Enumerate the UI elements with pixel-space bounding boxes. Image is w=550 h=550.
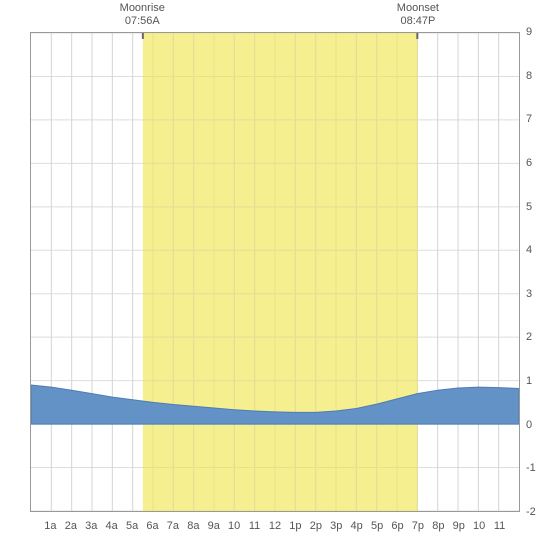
x-tick-label: 2a	[65, 520, 77, 532]
x-tick-label: 2p	[310, 520, 322, 532]
x-tick-label: 4p	[351, 520, 363, 532]
x-tick-label: 6a	[146, 520, 158, 532]
x-tick-label: 10	[473, 520, 485, 532]
x-tick-label: 3p	[330, 520, 342, 532]
moonrise-title: Moonrise	[112, 2, 172, 15]
moonrise-time: 07:56A	[112, 15, 172, 28]
x-tick-label: 1a	[44, 520, 56, 532]
x-tick-label: 5p	[371, 520, 383, 532]
x-tick-label: 6p	[391, 520, 403, 532]
chart-plot-area	[30, 32, 520, 512]
y-tick-label: 7	[526, 113, 532, 125]
y-tick-label: 1	[526, 375, 532, 387]
x-tick-label: 3a	[85, 520, 97, 532]
x-tick-label: 12	[269, 520, 281, 532]
x-tick-label: 9p	[453, 520, 465, 532]
moonrise-header: Moonrise 07:56A	[112, 2, 172, 28]
moonset-title: Moonset	[388, 2, 448, 15]
y-tick-label: 2	[526, 331, 532, 343]
x-tick-label: 5a	[126, 520, 138, 532]
moonset-time: 08:47P	[388, 15, 448, 28]
x-tick-label: 8a	[187, 520, 199, 532]
x-tick-label: 9a	[208, 520, 220, 532]
x-tick-label: 7a	[167, 520, 179, 532]
x-tick-label: 11	[494, 520, 505, 532]
y-tick-label: 3	[526, 288, 532, 300]
y-tick-label: 9	[526, 26, 532, 38]
moonset-header: Moonset 08:47P	[388, 2, 448, 28]
x-tick-label: 11	[249, 520, 260, 532]
y-tick-label: 8	[526, 70, 532, 82]
x-tick-label: 10	[228, 520, 240, 532]
tide-moon-chart: Moonrise 07:56A Moonset 08:47P -2-101234…	[0, 0, 550, 550]
x-tick-label: 8p	[432, 520, 444, 532]
x-tick-label: 7p	[412, 520, 424, 532]
y-tick-label: -1	[526, 462, 536, 474]
y-tick-label: -2	[526, 506, 536, 518]
y-tick-label: 6	[526, 157, 532, 169]
y-tick-label: 4	[526, 244, 532, 256]
x-tick-label: 1p	[289, 520, 301, 532]
x-tick-label: 4a	[106, 520, 118, 532]
y-tick-label: 0	[526, 419, 532, 431]
y-tick-label: 5	[526, 201, 532, 213]
